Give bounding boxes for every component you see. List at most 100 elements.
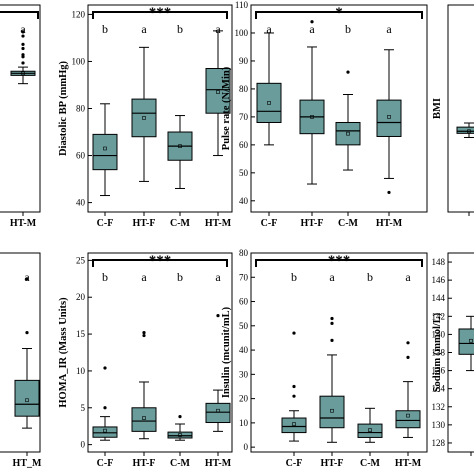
mean-marker: [387, 115, 391, 119]
chart-panel-7: 0 10 20 30 40 50 60 70 80 Insulin (mcunit/mL) *** b…: [221, 248, 428, 469]
y-tick-label: 136: [432, 366, 446, 376]
x-tick-label: HT-F: [321, 458, 344, 469]
y-tick-label: 130: [432, 420, 446, 430]
x-tick-label: HT-M: [205, 458, 232, 469]
box-4: [395, 341, 421, 438]
y-tick-label: 25: [76, 255, 86, 265]
box-2: [14, 277, 40, 429]
x-tick-label: C-F: [97, 218, 114, 229]
plot-frame: [250, 252, 428, 453]
x-tick-label: HT-F: [133, 458, 156, 469]
box-iqr: [458, 328, 474, 355]
y-tick-label: 0: [244, 442, 249, 452]
mean-marker: [216, 90, 220, 94]
y-axis-label: BMI: [432, 98, 443, 119]
y-tick-label: 80: [239, 84, 249, 94]
box-1: [458, 315, 474, 372]
x-tick-label: C-M: [338, 218, 359, 229]
y-tick-label: 80: [76, 104, 86, 114]
y-tick-label: 50: [239, 168, 249, 178]
y-tick-label: 60: [76, 151, 86, 161]
box-iqr: [92, 133, 118, 171]
box-iqr: [357, 423, 383, 438]
y-tick-label: 30: [239, 369, 249, 379]
outlier-point: [330, 338, 334, 342]
significance-label: ***: [328, 253, 351, 269]
y-tick-label: 50: [239, 321, 249, 331]
mean-marker: [310, 115, 314, 119]
box-iqr: [205, 402, 231, 424]
y-tick-label: 80: [239, 248, 249, 258]
plot-frame: [250, 4, 428, 213]
outlier-point: [103, 406, 107, 410]
y-tick-label: 140: [432, 329, 446, 339]
y-tick-label: 60: [239, 140, 249, 150]
significance-bracket: [92, 11, 228, 19]
box-3: [167, 115, 193, 189]
outlier-point: [330, 316, 334, 321]
x-tick-label: C-M: [360, 458, 381, 469]
outlier-point: [25, 277, 29, 281]
y-axis-label: Pulse rate (N/Min): [221, 66, 232, 150]
y-tick-label: 10: [76, 366, 86, 376]
chart-panel-5: a HT_M: [0, 252, 42, 469]
significance-label: ***: [149, 5, 172, 21]
outlier-point: [292, 384, 296, 389]
box-2: [131, 331, 157, 440]
y-tick-label: 120: [72, 9, 86, 19]
x-tick-label: HT_M: [13, 458, 42, 469]
box-iqr: [456, 126, 474, 134]
mean-marker: [330, 408, 334, 413]
y-tick-label: 132: [432, 402, 446, 412]
y-axis-label: HOMA_IR (Mass Units): [58, 297, 69, 408]
box-2: [319, 316, 345, 443]
y-axis-label: Insulin (mcunit/mL): [221, 306, 232, 398]
mean-marker: [178, 433, 182, 437]
x-tick-label: HT-F: [133, 218, 156, 229]
y-tick-label: 0: [81, 440, 86, 450]
x-tick-label: HT-M: [10, 218, 37, 229]
x-tick-label: C-F: [286, 458, 303, 469]
outlier-point: [21, 42, 25, 46]
y-tick-label: 134: [432, 384, 446, 394]
group-letter: b: [177, 270, 183, 284]
plot-frame: [0, 4, 41, 213]
outlier-point: [292, 331, 296, 335]
y-tick-label: 20: [76, 292, 86, 302]
outlier-point: [310, 20, 314, 24]
group-letter: b: [367, 270, 373, 284]
outlier-point: [25, 331, 29, 335]
outlier-point: [292, 394, 296, 398]
x-tick-label: C-M: [170, 218, 191, 229]
box-2: [299, 20, 325, 185]
mean-marker: [21, 71, 25, 76]
box-1: [456, 122, 474, 138]
mean-marker: [142, 416, 146, 420]
chart-panel-2: 40 60 80 100 120 Diastolic BP (mmHg) *** b C-F a H…: [58, 4, 233, 229]
y-tick-label: 15: [76, 329, 86, 339]
outlier-point: [406, 355, 410, 359]
x-tick-label: C-M: [170, 458, 191, 469]
outlier-point: [142, 333, 146, 338]
box-iqr: [205, 68, 231, 114]
x-tick-label: HT-M: [205, 218, 232, 229]
mean-marker: [346, 131, 350, 136]
box-4: [205, 314, 231, 432]
outlier-point: [330, 321, 334, 325]
group-letter: a: [329, 270, 335, 284]
chart-panel-6: 0 5 10 15 20 25 HOMA_IR (Mass Units) *** b C-F a HT…: [58, 252, 233, 469]
mean-marker: [216, 408, 220, 413]
group-letter: b: [177, 22, 183, 36]
group-letter: a: [215, 22, 221, 36]
significance-bracket: [255, 259, 423, 267]
group-letter: a: [309, 22, 315, 36]
mean-marker: [103, 146, 107, 151]
box-1: [256, 32, 282, 146]
y-tick-label: 110: [235, 0, 249, 10]
mean-marker: [469, 338, 473, 343]
box-3: [167, 415, 193, 441]
box-4: [205, 30, 231, 157]
outlier-point: [21, 61, 25, 65]
y-tick-label: 146: [432, 275, 446, 285]
group-letter: a: [405, 270, 411, 284]
